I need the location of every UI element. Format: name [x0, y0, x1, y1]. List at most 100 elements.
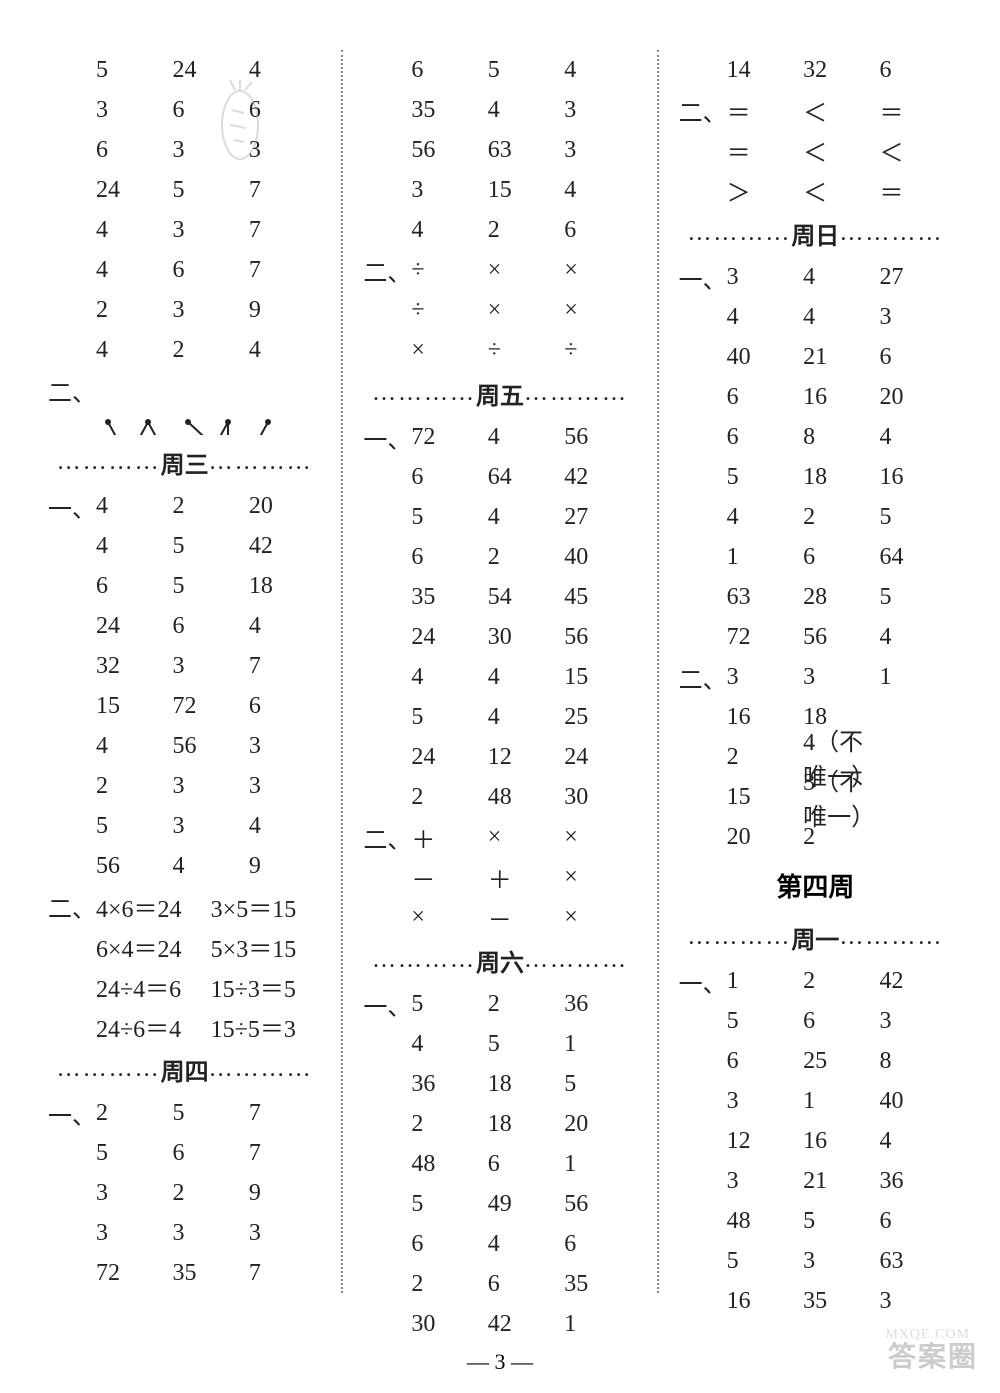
answer-cell: 45: [560, 584, 636, 611]
answer-cell: 16: [723, 1288, 799, 1315]
answer-row: 2457: [48, 173, 321, 207]
answer-row: 一、257: [48, 1096, 321, 1130]
answer-cell: 5: [484, 57, 560, 84]
day-separator: …………周日…………: [679, 216, 952, 251]
answer-cell: 3: [560, 137, 636, 164]
answer-cell: 7: [245, 1140, 321, 1167]
answer-row: 二、＝＜＝: [679, 93, 952, 127]
answer-cell: 72: [723, 624, 799, 651]
answer-cell: 5: [876, 584, 952, 611]
answer-cell: 3: [168, 217, 244, 244]
answer-cell: 12: [484, 744, 560, 771]
answer-cell: 4: [245, 337, 321, 364]
answer-row: 21820: [363, 1107, 636, 1141]
answer-row: ＝＜＜: [679, 133, 952, 167]
answer-cell: ×: [560, 904, 636, 931]
day-separator: …………周六…………: [363, 943, 636, 978]
answer-cell: 5: [168, 573, 244, 600]
answer-row: 72564: [679, 620, 952, 654]
answer-cell: 40: [723, 344, 799, 371]
answer-cell: 4: [92, 257, 168, 284]
answer-cell: 5: [168, 1100, 244, 1127]
answer-cell: 6: [92, 573, 168, 600]
answer-cell: 5: [799, 1208, 875, 1235]
answer-row: 239: [48, 293, 321, 327]
answer-cell: 2: [484, 217, 560, 244]
answer-cell: 3: [407, 177, 483, 204]
answer-cell: 8: [799, 424, 875, 451]
answer-row: 5363: [679, 1244, 952, 1278]
answer-cell: 4: [799, 304, 875, 331]
answer-cell: 21: [799, 344, 875, 371]
answer-row: 40216: [679, 340, 952, 374]
answer-cell: 56: [168, 733, 244, 760]
answer-row: 424: [48, 333, 321, 367]
answer-cell: 4: [407, 1031, 483, 1058]
answer-cell: 64: [484, 464, 560, 491]
answer-row: 684: [679, 420, 952, 454]
answer-cell: 63: [723, 584, 799, 611]
answer-cell: 56: [560, 1191, 636, 1218]
answer-cell: 42: [560, 464, 636, 491]
answer-cell: 6: [168, 257, 244, 284]
answer-cell: 5: [876, 504, 952, 531]
answer-row: ÷××: [363, 293, 636, 327]
answer-row: 一、1242: [679, 964, 952, 998]
answer-cell: 5: [560, 1071, 636, 1098]
answer-cell: 4: [92, 337, 168, 364]
answer-cell: 3: [168, 653, 244, 680]
answer-cell: 24: [560, 744, 636, 771]
answer-row: 14326: [679, 53, 952, 87]
answer-cell: 3: [245, 137, 321, 164]
column-divider: [657, 50, 659, 1293]
answer-cell: 15÷5＝3: [207, 1009, 322, 1044]
answer-cell: ×: [560, 297, 636, 324]
answer-row: 646: [363, 1227, 636, 1261]
answer-cell: 4: [484, 504, 560, 531]
answer-cell: 36: [407, 1071, 483, 1098]
answer-row: 51816: [679, 460, 952, 494]
answer-cell: 30: [484, 624, 560, 651]
answer-row: 4415: [363, 660, 636, 694]
answer-cell: 24: [92, 613, 168, 640]
answer-row: 一、72456: [363, 420, 636, 454]
answer-cell: 3: [168, 1220, 244, 1247]
answer-cell: 56: [560, 624, 636, 651]
answer-cell: 6: [799, 544, 875, 571]
answer-cell: 6: [245, 693, 321, 720]
answer-cell: 3: [92, 1220, 168, 1247]
answer-cell: 35: [407, 97, 483, 124]
answer-cell: 2: [407, 1271, 483, 1298]
answer-cell: 9: [245, 1180, 321, 1207]
section-marker: 一、: [48, 489, 92, 524]
answer-row: 5649: [48, 849, 321, 883]
section-marker-row: 二、: [48, 373, 321, 407]
answer-row: 243056: [363, 620, 636, 654]
answer-cell: 6: [168, 1140, 244, 1167]
answer-cell: 3: [876, 304, 952, 331]
answer-row: ＞＜＝: [679, 173, 952, 207]
answer-cell: 48: [407, 1151, 483, 1178]
answer-cell: 27: [560, 504, 636, 531]
answer-cell: ＋: [407, 820, 483, 855]
answer-row: 6240: [363, 540, 636, 574]
answer-cell: 42: [245, 533, 321, 560]
answer-cell: 3: [723, 264, 799, 291]
section-marker: 二、: [679, 660, 723, 695]
answer-cell: 7: [245, 1100, 321, 1127]
answer-cell: 3: [168, 813, 244, 840]
answer-cell: 5: [723, 1248, 799, 1275]
matching-diagram: [88, 414, 288, 435]
answer-row: 12164: [679, 1124, 952, 1158]
answer-cell: 4: [245, 57, 321, 84]
answer-cell: 4: [245, 813, 321, 840]
answer-cell: 6: [407, 464, 483, 491]
answer-cell: 72: [407, 424, 483, 451]
answer-cell: 56: [799, 624, 875, 651]
answer-cell: ＜: [876, 133, 952, 168]
answer-cell: 2: [92, 297, 168, 324]
answer-cell: 3: [723, 1088, 799, 1115]
answer-cell: 15: [560, 664, 636, 691]
answer-row: 329: [48, 1176, 321, 1210]
answer-row: 一、3427: [679, 260, 952, 294]
